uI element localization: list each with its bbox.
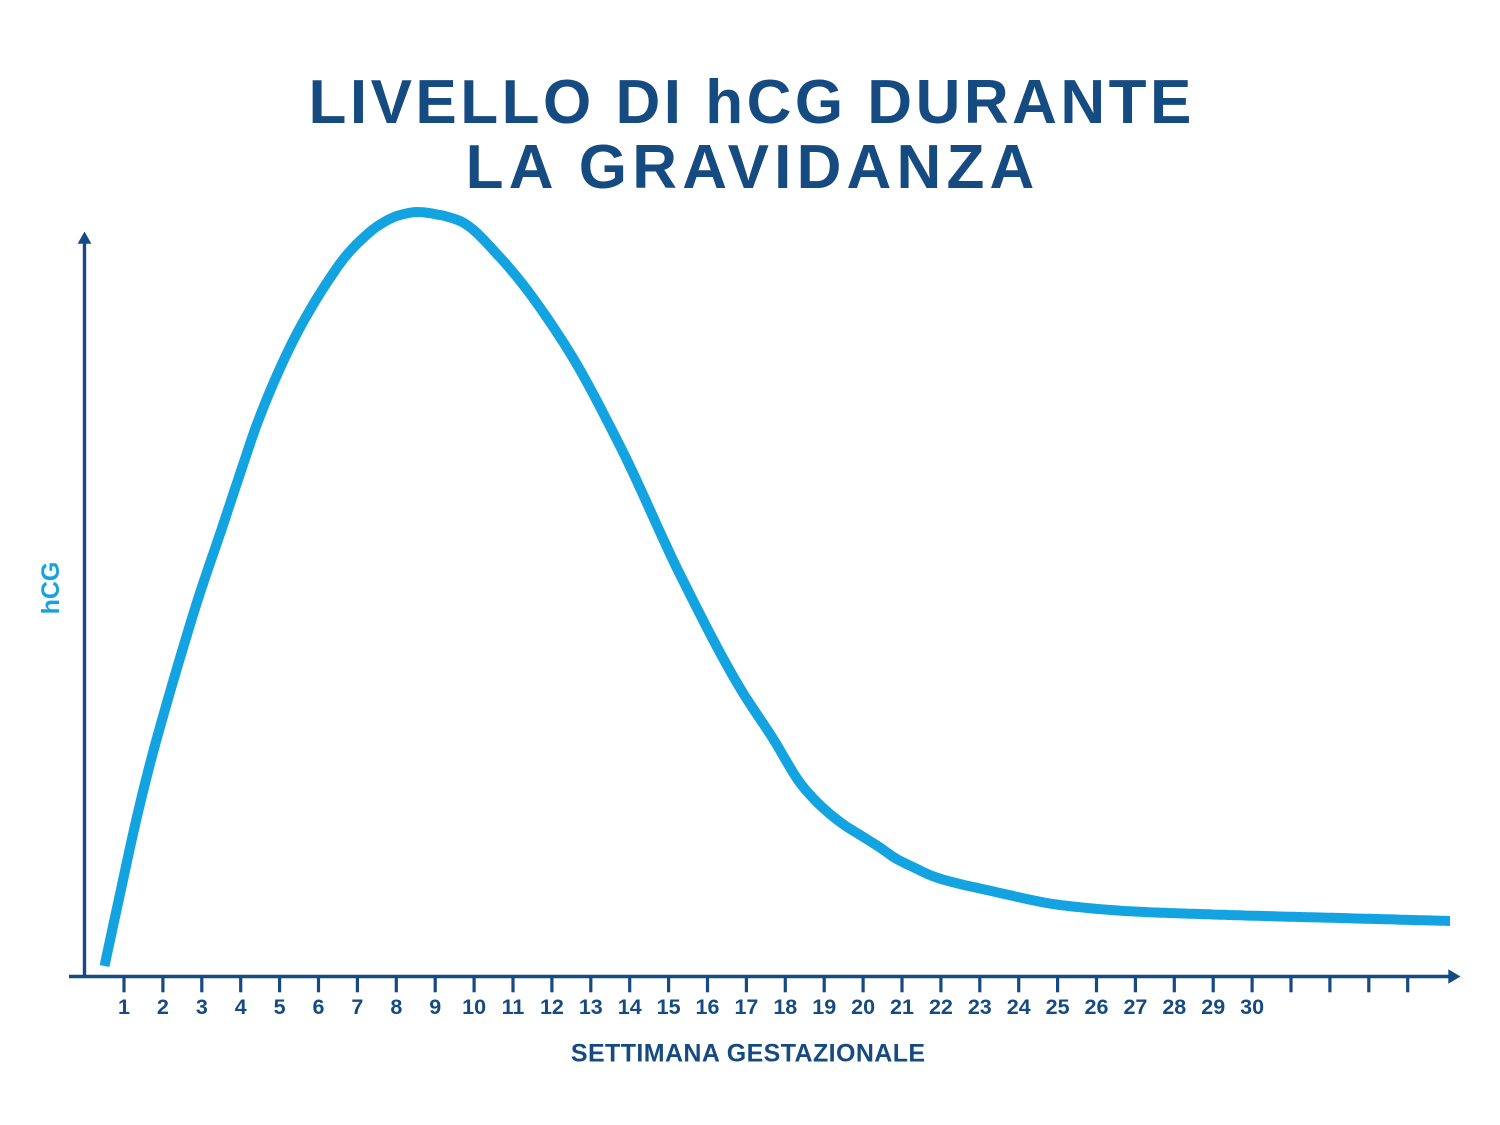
svg-text:10: 10 (462, 995, 486, 1019)
svg-text:25: 25 (1046, 995, 1070, 1019)
svg-text:4: 4 (235, 995, 247, 1019)
svg-text:16: 16 (696, 995, 720, 1019)
svg-text:1: 1 (118, 995, 130, 1019)
svg-text:15: 15 (657, 995, 681, 1019)
svg-text:21: 21 (890, 995, 914, 1019)
svg-text:28: 28 (1162, 995, 1186, 1019)
svg-text:26: 26 (1085, 995, 1109, 1019)
svg-text:LIVELLO DI hCG DURANTE: LIVELLO DI hCG DURANTE (308, 68, 1194, 137)
svg-text:23: 23 (968, 995, 992, 1019)
svg-text:27: 27 (1123, 995, 1147, 1019)
svg-text:2: 2 (157, 995, 169, 1019)
svg-text:18: 18 (773, 995, 797, 1019)
svg-text:30: 30 (1240, 995, 1264, 1019)
svg-text:22: 22 (929, 995, 953, 1019)
svg-text:7: 7 (351, 995, 363, 1019)
svg-text:12: 12 (540, 995, 564, 1019)
svg-text:14: 14 (618, 995, 642, 1019)
svg-text:3: 3 (196, 995, 208, 1019)
svg-text:17: 17 (734, 995, 758, 1019)
svg-text:13: 13 (579, 995, 603, 1019)
svg-text:11: 11 (502, 995, 525, 1019)
svg-text:19: 19 (812, 995, 836, 1019)
svg-text:5: 5 (274, 995, 286, 1019)
svg-text:6: 6 (313, 995, 325, 1019)
svg-text:LA GRAVIDANZA: LA GRAVIDANZA (466, 133, 1040, 202)
svg-text:hCG: hCG (37, 562, 65, 615)
svg-text:20: 20 (851, 995, 875, 1019)
svg-text:8: 8 (390, 995, 402, 1019)
svg-text:24: 24 (1007, 995, 1031, 1019)
svg-text:9: 9 (429, 995, 441, 1019)
svg-text:29: 29 (1201, 995, 1225, 1019)
svg-text:SETTIMANA GESTAZIONALE: SETTIMANA GESTAZIONALE (571, 1040, 926, 1068)
